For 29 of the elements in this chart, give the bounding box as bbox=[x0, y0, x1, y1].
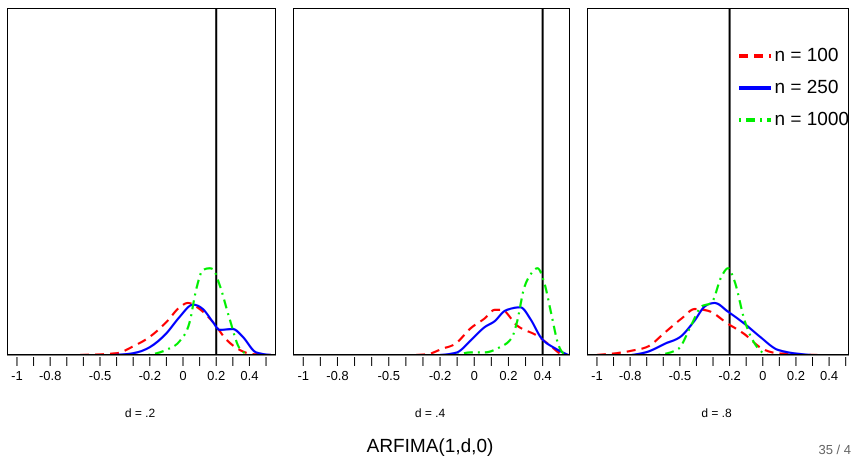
x-axis-title: d = .8 bbox=[700, 406, 733, 420]
x-tick-label: 0.2 bbox=[207, 368, 226, 383]
x-tick-label: -0.2 bbox=[718, 368, 741, 383]
x-tick-label: -0.5 bbox=[668, 368, 692, 383]
x-tick-label: -0.8 bbox=[38, 368, 62, 383]
x-tick-label: 0.4 bbox=[534, 368, 552, 383]
text: ARFIMA(1,d,0) bbox=[366, 436, 494, 458]
x-axis-title: d = .4 bbox=[414, 406, 446, 420]
x-tick-label: 0 bbox=[759, 368, 766, 383]
x-tick-label: -1 bbox=[11, 368, 23, 383]
x-tick-label: -0.2 bbox=[138, 368, 162, 383]
x-tick-label: -0.5 bbox=[88, 368, 112, 383]
legend-label: n = 1000 bbox=[774, 109, 849, 130]
legend-label: n = 250 bbox=[774, 77, 838, 98]
x-tick-label: -1 bbox=[297, 368, 310, 383]
x-tick-label: 0 bbox=[470, 368, 478, 383]
x-tick-label: 0 bbox=[179, 368, 187, 383]
x-tick-label: -1 bbox=[591, 368, 603, 383]
x-axis-title: d = .2 bbox=[124, 406, 156, 420]
x-tick-label: 0.2 bbox=[786, 368, 805, 383]
x-tick-label: 0.2 bbox=[499, 368, 518, 383]
x-tick-label: -0.8 bbox=[618, 368, 642, 383]
legend-label: n = 100 bbox=[774, 45, 838, 66]
x-tick-label: 0.4 bbox=[240, 368, 258, 383]
x-tick-label: -0.2 bbox=[428, 368, 452, 383]
x-tick-label: -0.5 bbox=[378, 368, 400, 383]
x-tick-label: 0.4 bbox=[820, 368, 838, 383]
x-tick-label: -0.8 bbox=[326, 368, 349, 383]
text: 35 / 4 bbox=[818, 442, 851, 457]
